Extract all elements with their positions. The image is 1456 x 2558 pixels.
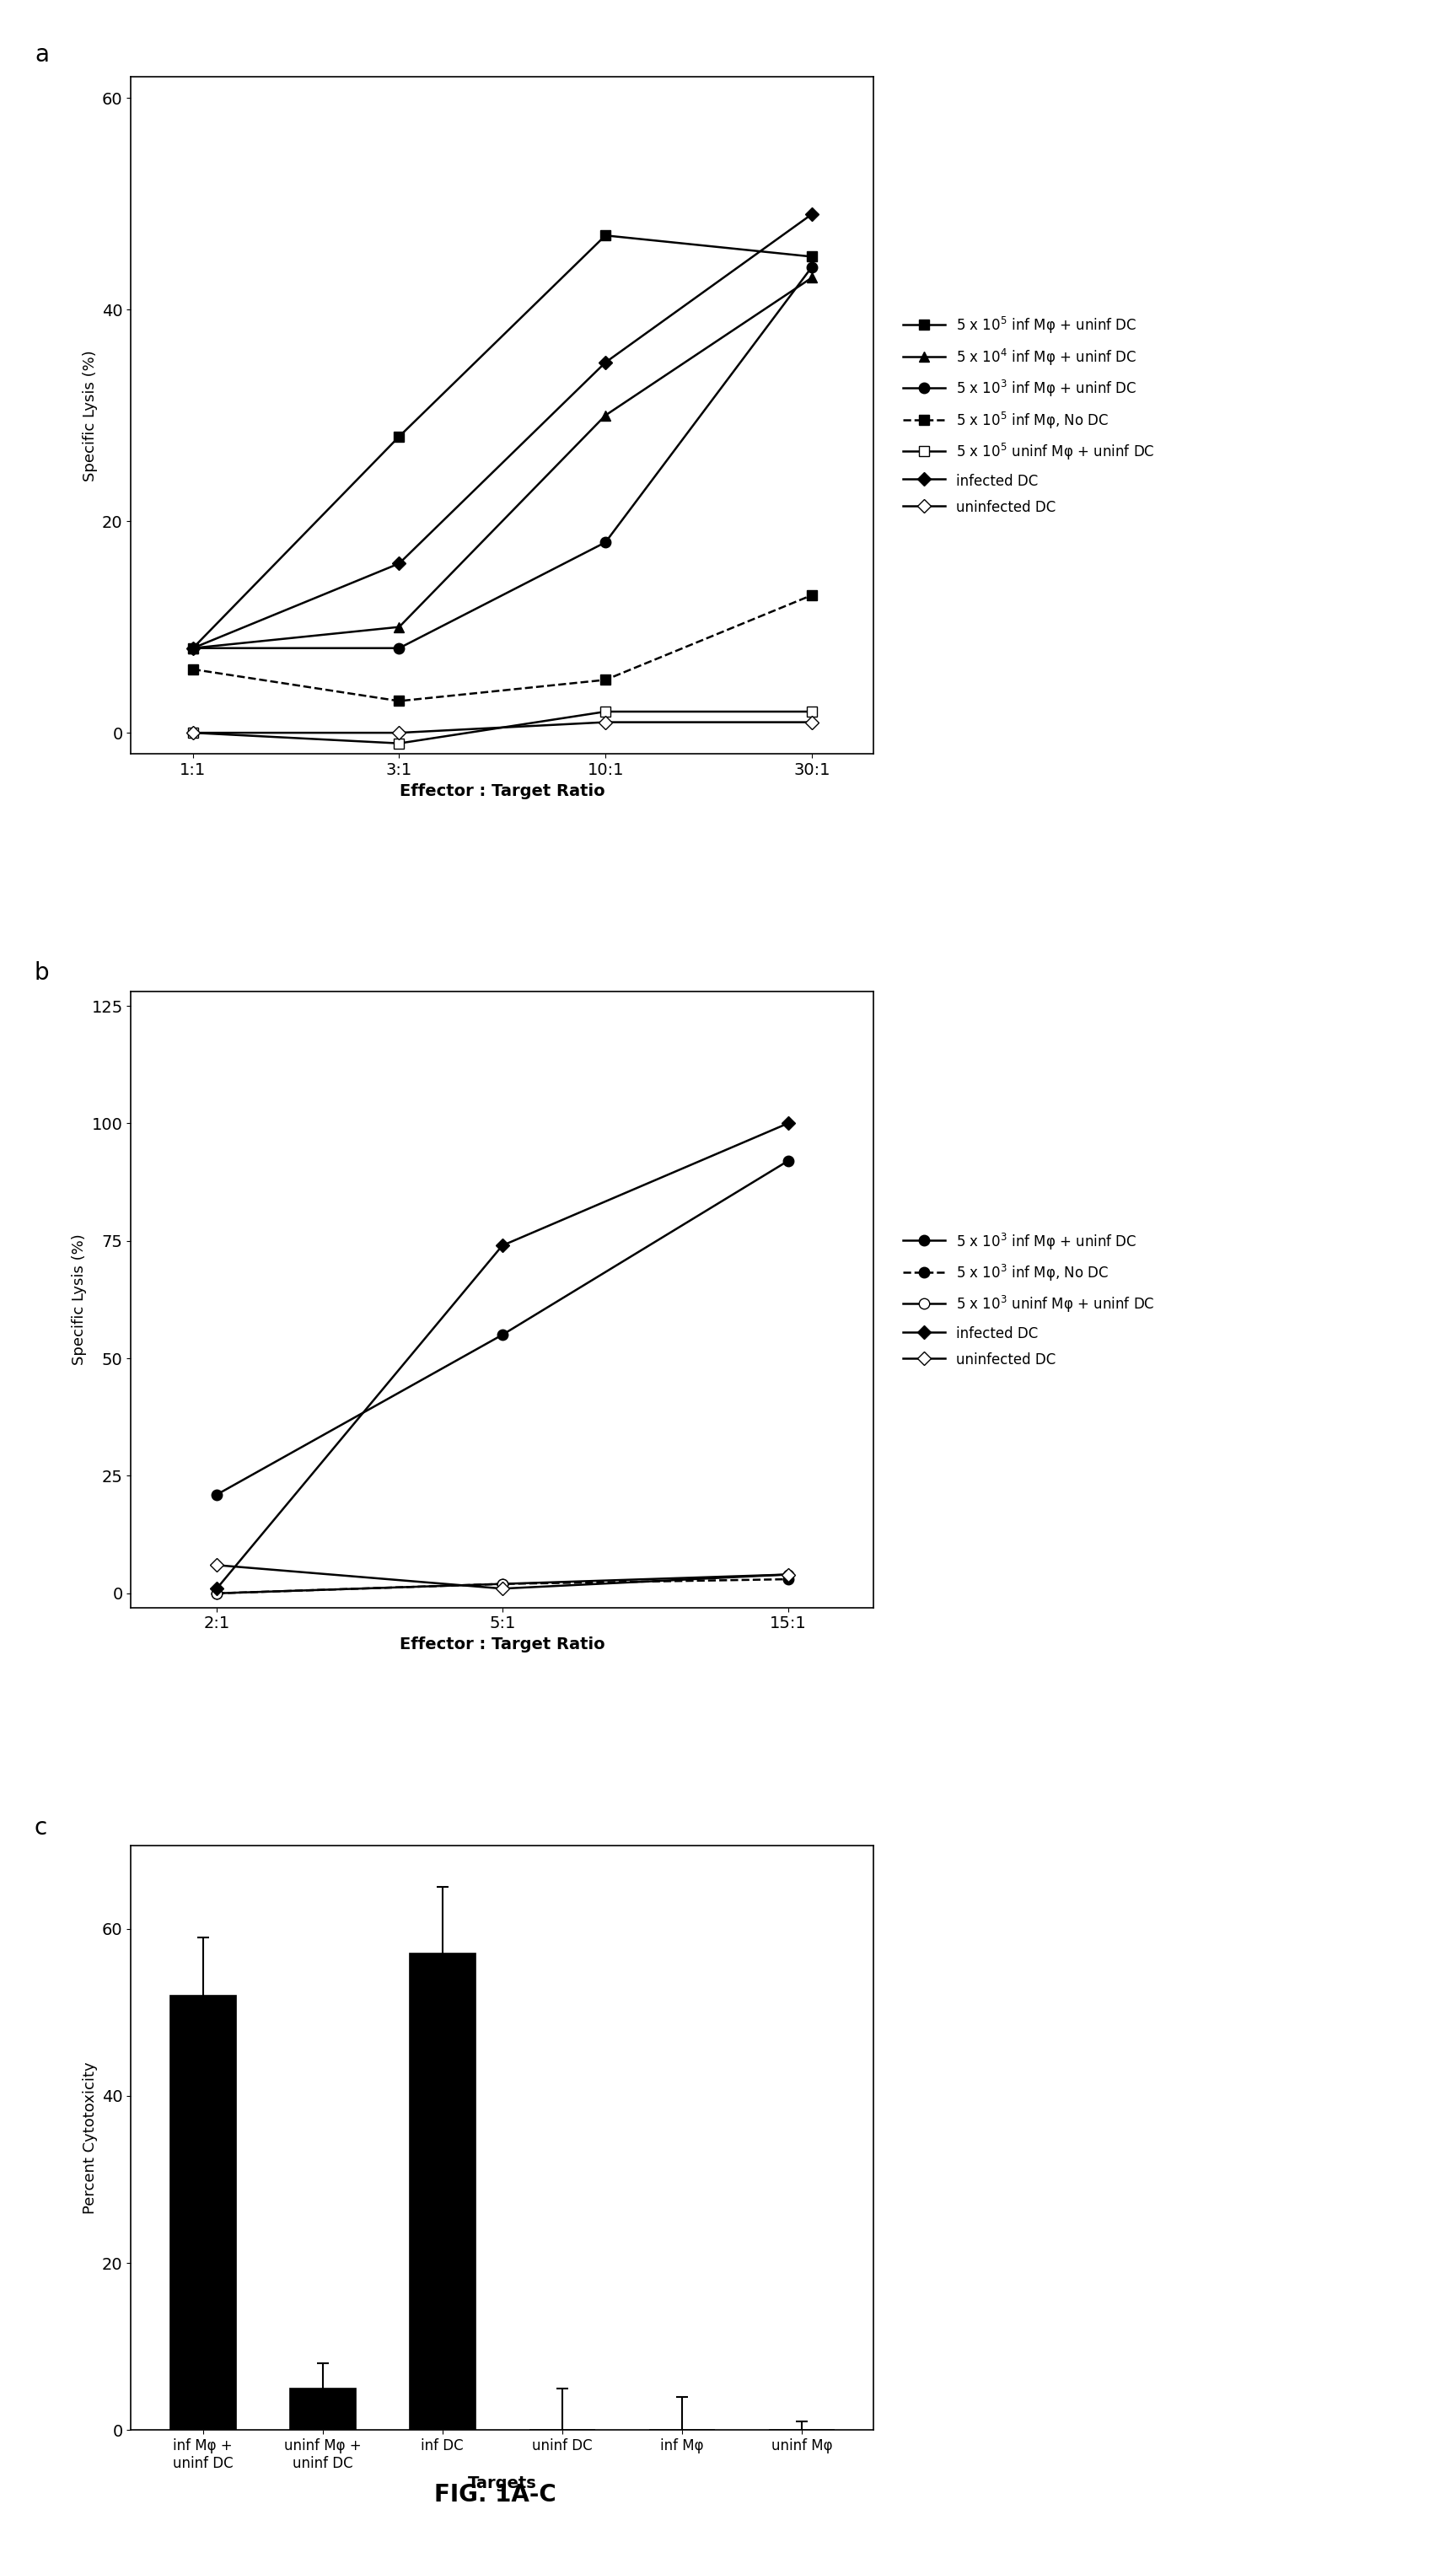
5 x 10$^3$ inf Mφ + uninf DC xyxy=(597,527,614,558)
5 x 10$^5$ inf Mφ + uninf DC xyxy=(804,240,821,271)
5 x 10$^4$ inf Mφ + uninf DC xyxy=(597,399,614,430)
infected DC xyxy=(779,1108,796,1138)
uninfected DC xyxy=(208,1550,226,1581)
Y-axis label: Percent Cytotoxicity: Percent Cytotoxicity xyxy=(82,2062,98,2213)
5 x 10$^3$ inf Mφ + uninf DC xyxy=(390,632,408,663)
Text: c: c xyxy=(35,1816,48,1839)
Legend: 5 x 10$^5$ inf Mφ + uninf DC, 5 x 10$^4$ inf Mφ + uninf DC, 5 x 10$^3$ inf Mφ + : 5 x 10$^5$ inf Mφ + uninf DC, 5 x 10$^4$… xyxy=(903,315,1155,514)
infected DC xyxy=(390,547,408,578)
X-axis label: Targets: Targets xyxy=(467,2476,537,2491)
Text: FIG. 1A-C: FIG. 1A-C xyxy=(434,2484,556,2507)
Line: 5 x 10$^3$ uninf Mφ + uninf DC: 5 x 10$^3$ uninf Mφ + uninf DC xyxy=(211,1568,794,1599)
Y-axis label: Specific Lysis (%): Specific Lysis (%) xyxy=(82,350,98,481)
5 x 10$^3$ inf Mφ, No DC xyxy=(208,1578,226,1609)
Y-axis label: Specific Lysis (%): Specific Lysis (%) xyxy=(71,1233,87,1366)
5 x 10$^5$ inf Mφ, No DC xyxy=(804,581,821,611)
Line: uninfected DC: uninfected DC xyxy=(188,716,817,737)
infected DC xyxy=(183,632,201,663)
5 x 10$^5$ inf Mφ, No DC xyxy=(183,655,201,686)
X-axis label: Effector : Target Ratio: Effector : Target Ratio xyxy=(399,783,606,798)
5 x 10$^5$ inf Mφ, No DC xyxy=(597,665,614,696)
5 x 10$^4$ inf Mφ + uninf DC xyxy=(804,263,821,294)
Line: 5 x 10$^5$ inf Mφ, No DC: 5 x 10$^5$ inf Mφ, No DC xyxy=(188,591,817,706)
5 x 10$^5$ uninf Mφ + uninf DC xyxy=(597,696,614,726)
5 x 10$^5$ inf Mφ + uninf DC xyxy=(390,422,408,453)
5 x 10$^5$ inf Mφ + uninf DC xyxy=(183,632,201,663)
uninfected DC xyxy=(597,706,614,737)
5 x 10$^3$ inf Mφ, No DC xyxy=(494,1568,511,1599)
Line: 5 x 10$^3$ inf Mφ + uninf DC: 5 x 10$^3$ inf Mφ + uninf DC xyxy=(211,1156,794,1499)
5 x 10$^3$ inf Mφ + uninf DC xyxy=(494,1320,511,1351)
infected DC xyxy=(804,200,821,230)
5 x 10$^5$ uninf Mφ + uninf DC xyxy=(804,696,821,726)
5 x 10$^3$ inf Mφ + uninf DC xyxy=(208,1479,226,1509)
infected DC xyxy=(597,348,614,379)
5 x 10$^4$ inf Mφ + uninf DC xyxy=(183,632,201,663)
Line: infected DC: infected DC xyxy=(213,1118,792,1594)
Bar xyxy=(290,2389,355,2430)
5 x 10$^3$ inf Mφ + uninf DC xyxy=(779,1146,796,1177)
uninfected DC xyxy=(390,716,408,747)
uninfected DC xyxy=(494,1573,511,1604)
Line: 5 x 10$^3$ inf Mφ + uninf DC: 5 x 10$^3$ inf Mφ + uninf DC xyxy=(188,261,817,652)
5 x 10$^3$ uninf Mφ + uninf DC xyxy=(494,1568,511,1599)
Text: b: b xyxy=(35,962,50,985)
X-axis label: Effector : Target Ratio: Effector : Target Ratio xyxy=(399,1637,606,1652)
5 x 10$^3$ inf Mφ, No DC xyxy=(779,1563,796,1594)
5 x 10$^5$ uninf Mφ + uninf DC xyxy=(390,729,408,760)
uninfected DC xyxy=(804,706,821,737)
Line: 5 x 10$^5$ uninf Mφ + uninf DC: 5 x 10$^5$ uninf Mφ + uninf DC xyxy=(188,706,817,749)
5 x 10$^4$ inf Mφ + uninf DC xyxy=(390,611,408,642)
Legend: 5 x 10$^3$ inf Mφ + uninf DC, 5 x 10$^3$ inf Mφ, No DC, 5 x 10$^3$ uninf Mφ + un: 5 x 10$^3$ inf Mφ + uninf DC, 5 x 10$^3$… xyxy=(903,1230,1155,1369)
5 x 10$^3$ inf Mφ + uninf DC xyxy=(183,632,201,663)
Line: 5 x 10$^5$ inf Mφ + uninf DC: 5 x 10$^5$ inf Mφ + uninf DC xyxy=(188,230,817,652)
5 x 10$^5$ inf Mφ, No DC xyxy=(390,686,408,716)
5 x 10$^3$ inf Mφ + uninf DC xyxy=(804,251,821,281)
uninfected DC xyxy=(183,716,201,747)
Line: 5 x 10$^3$ inf Mφ, No DC: 5 x 10$^3$ inf Mφ, No DC xyxy=(211,1573,794,1599)
Bar xyxy=(409,1954,475,2430)
Bar xyxy=(170,1995,236,2430)
5 x 10$^3$ uninf Mφ + uninf DC xyxy=(779,1560,796,1591)
infected DC xyxy=(494,1230,511,1261)
uninfected DC xyxy=(779,1560,796,1591)
5 x 10$^3$ uninf Mφ + uninf DC xyxy=(208,1578,226,1609)
Line: infected DC: infected DC xyxy=(188,210,817,652)
5 x 10$^5$ inf Mφ + uninf DC xyxy=(597,220,614,251)
Line: uninfected DC: uninfected DC xyxy=(213,1560,792,1594)
Line: 5 x 10$^4$ inf Mφ + uninf DC: 5 x 10$^4$ inf Mφ + uninf DC xyxy=(188,274,817,652)
infected DC xyxy=(208,1573,226,1604)
Text: a: a xyxy=(35,43,50,67)
5 x 10$^5$ uninf Mφ + uninf DC xyxy=(183,716,201,747)
